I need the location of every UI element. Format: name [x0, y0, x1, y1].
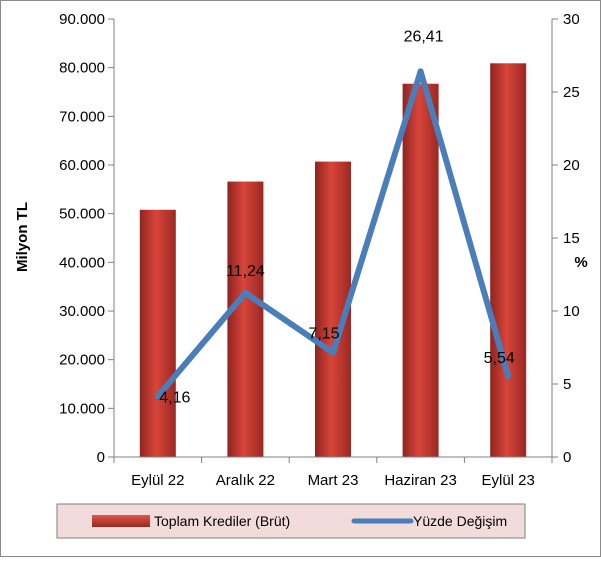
left-tick-label: 40.000	[59, 254, 105, 271]
line-data-label: 5,54	[484, 350, 515, 367]
left-tick-label: 50.000	[59, 206, 105, 223]
x-tick-label: Aralık 22	[216, 472, 275, 489]
left-tick-label: 70.000	[59, 108, 105, 125]
line-point-2	[242, 289, 249, 296]
x-tick-label: Haziran 23	[384, 472, 457, 489]
right-tick-label: 25	[563, 84, 580, 101]
right-tick-label: 10	[563, 303, 580, 320]
line-point-5	[505, 373, 512, 380]
right-tick-label: 20	[563, 157, 580, 174]
right-axis-title: %	[574, 254, 587, 271]
left-tick-label: 60.000	[59, 157, 105, 174]
left-tick-label: 80.000	[59, 60, 105, 77]
x-tick-label: Mart 23	[308, 472, 359, 489]
line-point-3	[330, 349, 336, 356]
bar-4	[402, 83, 439, 457]
line-data-label: 11,24	[226, 263, 265, 280]
line-data-label: 26,41	[404, 28, 444, 45]
right-tick-label: 0	[563, 449, 571, 466]
line-data-label: 4,16	[159, 389, 190, 406]
axes-layer: 0 10.000 20.000 30.000 40.000 50.000 60.000 70.…	[59, 11, 580, 489]
bar-2	[227, 181, 264, 457]
left-tick-label: 10.000	[59, 400, 105, 417]
x-tick-label: Eylül 22	[131, 472, 184, 489]
legend-swatch-bar	[92, 515, 150, 527]
right-tick-label: 30	[563, 11, 580, 28]
line-layer	[154, 68, 512, 400]
line-data-label: 7,15	[308, 326, 339, 343]
right-tick-label: 15	[563, 230, 580, 247]
bars-layer	[139, 63, 527, 458]
line-point-1	[154, 393, 161, 400]
left-tick-label: 90.000	[59, 11, 105, 28]
labels-layer: 4,16 11,24 7,15 26,41 5,54	[159, 28, 515, 406]
legend-label-line: Yüzde Değişim	[413, 513, 507, 529]
right-tick-label: 5	[563, 376, 571, 393]
line-point-4	[417, 68, 424, 75]
left-tick-label: 20.000	[59, 352, 105, 369]
legend-label-bar: Toplam Krediler (Brüt)	[154, 513, 290, 529]
bar-5	[490, 63, 527, 457]
left-tick-label: 30.000	[59, 303, 105, 320]
left-tick-label: 0	[97, 449, 105, 466]
bar-1	[139, 209, 176, 457]
x-tick-label: Eylül 23	[482, 472, 535, 489]
left-axis-title: Milyon TL	[14, 202, 31, 272]
